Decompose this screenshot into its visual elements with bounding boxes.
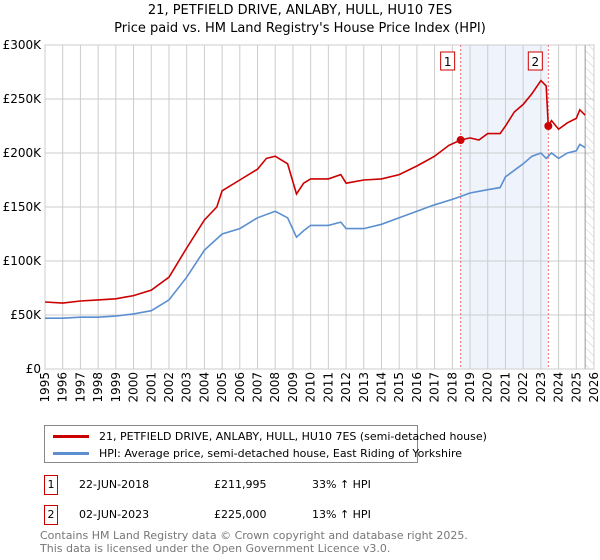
sale-label-box <box>527 51 543 71</box>
x-tick-label: 2018 <box>445 372 459 403</box>
sale-number-badge: 1 <box>44 475 58 495</box>
y-tick-label: £200K <box>3 146 43 160</box>
legend-item-hpi: HPI: Average price, semi-detached house,… <box>53 445 462 461</box>
title-line-1: 21, PETFIELD DRIVE, ANLABY, HULL, HU10 7… <box>147 3 453 18</box>
legend-item-property: 21, PETFIELD DRIVE, ANLABY, HULL, HU10 7… <box>53 428 487 444</box>
sale-price: £225,000 <box>214 508 267 521</box>
sale-hpi-diff: 33% ↑ HPI <box>312 478 371 491</box>
y-tick-label: £100K <box>3 254 43 268</box>
y-tick-label: £300K <box>3 38 43 52</box>
legend: 21, PETFIELD DRIVE, ANLABY, HULL, HU10 7… <box>44 425 487 463</box>
footer-line-1: Contains HM Land Registry data © Crown c… <box>40 529 468 542</box>
x-tick-label: 2011 <box>321 372 335 403</box>
x-tick-label: 2019 <box>463 372 477 403</box>
x-tick-label: 2006 <box>233 372 247 403</box>
footer-line-2: This data is licensed under the Open Gov… <box>40 542 391 555</box>
sale-date: 22-JUN-2018 <box>79 478 150 491</box>
chart-title: 21, PETFIELD DRIVE, ANLABY, HULL, HU10 7… <box>0 2 600 38</box>
x-tick-label: 2008 <box>268 372 282 403</box>
legend-label: 21, PETFIELD DRIVE, ANLABY, HULL, HU10 7… <box>99 429 487 443</box>
x-tick-label: 1999 <box>109 372 123 403</box>
x-tick-label: 2010 <box>304 372 318 403</box>
footer: Contains HM Land Registry data © Crown c… <box>40 529 468 555</box>
sale-number-badge: 2 <box>44 505 58 525</box>
x-tick-label: 2005 <box>215 372 229 403</box>
title-line-2: Price paid vs. HM Land Registry's House … <box>114 21 486 36</box>
sale-label: 1 <box>444 55 452 69</box>
x-tick-label: 2001 <box>144 372 158 403</box>
legend-swatch-red <box>53 434 89 438</box>
plot-border <box>44 44 595 370</box>
x-tick-label: 1995 <box>38 372 52 403</box>
x-tick-label: 2020 <box>481 372 495 403</box>
x-tick-label: 2016 <box>410 372 424 403</box>
series-line <box>45 143 586 320</box>
sale-price: £211,995 <box>214 478 267 491</box>
legend-label: HPI: Average price, semi-detached house,… <box>99 446 463 460</box>
x-tick-label: 2007 <box>251 372 265 403</box>
x-tick-label: 2026 <box>587 372 600 403</box>
x-tick-label: 2024 <box>552 372 566 403</box>
sale-point <box>456 136 465 145</box>
x-tick-label: 2012 <box>339 372 353 403</box>
x-tick-label: 2022 <box>516 372 530 403</box>
x-tick-label: 2017 <box>428 372 442 403</box>
x-tick-label: 2002 <box>162 372 176 403</box>
x-tick-label: 2015 <box>392 372 406 403</box>
sale-point <box>544 122 553 130</box>
legend-swatch-blue <box>53 451 89 455</box>
x-tick-label: 2025 <box>569 372 583 403</box>
x-tick-label: 1996 <box>56 372 70 403</box>
sale-hpi-diff: 13% ↑ HPI <box>312 508 371 521</box>
x-tick-label: 2003 <box>180 372 194 403</box>
x-tick-label: 2013 <box>357 372 371 403</box>
x-tick-label: 2009 <box>286 372 300 403</box>
sale-label: 2 <box>531 55 539 69</box>
x-tick-label: 1997 <box>73 372 87 403</box>
x-tick-label: 2023 <box>534 372 548 403</box>
y-tick-label: £250K <box>3 92 43 106</box>
series-line <box>44 79 586 304</box>
y-tick-label: £0 <box>26 362 41 376</box>
x-tick-label: 2014 <box>374 372 388 403</box>
plot-area: 1995 1996 1997 1998 1999 2000 2001 2002 2003 2004… <box>3 38 600 403</box>
y-tick-label: £150K <box>3 200 43 214</box>
sale-date: 02-JUN-2023 <box>79 508 150 521</box>
y-tick-label: £50K <box>10 308 42 322</box>
x-tick-label: 2000 <box>127 372 141 403</box>
x-tick-label: 1998 <box>91 372 105 403</box>
x-tick-label: 2021 <box>498 372 512 403</box>
sale-label-box <box>440 51 456 71</box>
x-tick-label: 2004 <box>197 372 211 403</box>
